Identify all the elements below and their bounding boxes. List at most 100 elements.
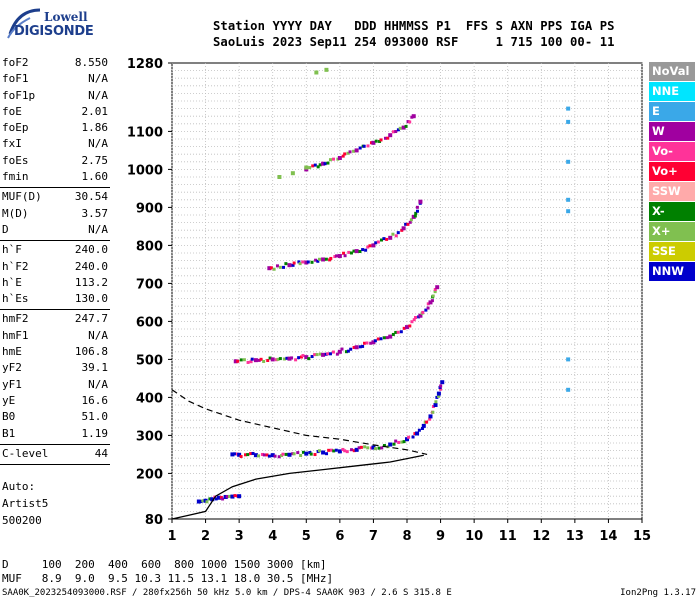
- y-tick-label: 700: [136, 277, 163, 292]
- param-name: foEp: [2, 121, 29, 135]
- muf-row: MUF 8.9 9.0 9.5 10.3 11.5 13.1 18.0 30.5…: [2, 572, 334, 585]
- echo-point: [402, 440, 406, 444]
- echo-point: [242, 358, 246, 362]
- echo-point: [205, 500, 209, 504]
- param-separator: [0, 240, 110, 242]
- y-tick-label: 900: [136, 201, 163, 216]
- param-value: 130.0: [74, 292, 108, 306]
- param-name: D: [2, 222, 9, 236]
- echo-point: [400, 228, 404, 232]
- distance-row: D 100 200 400 600 800 1000 1500 3000 [km…: [2, 558, 327, 571]
- echo-trace: [196, 494, 242, 504]
- echo-point: [349, 251, 353, 255]
- param-row: h`F 240.0: [0, 243, 112, 259]
- echo-point: [433, 403, 438, 407]
- param-name: foE: [2, 104, 22, 118]
- echo-trace: [304, 114, 416, 172]
- echo-point: [219, 495, 223, 499]
- echo-point: [431, 405, 435, 409]
- echo-point: [418, 199, 423, 204]
- y-tick-label: 80: [145, 513, 163, 528]
- echo-point: [309, 452, 313, 456]
- param-row: B0 51.0: [0, 410, 112, 426]
- echo-point: [324, 257, 328, 261]
- echo-point: [237, 452, 242, 457]
- param-value: 30.54: [74, 190, 108, 204]
- echo-point: [348, 150, 352, 154]
- echo-point: [282, 265, 286, 269]
- echo-point: [282, 357, 286, 361]
- param-row: h`Es 130.0: [0, 292, 112, 308]
- param-name: B0: [2, 410, 16, 424]
- echo-point: [267, 454, 271, 458]
- echo-point: [405, 325, 409, 330]
- lowell-digisonde-logo: Lowell DIGISONDE: [4, 4, 114, 44]
- echo-point: [306, 260, 310, 264]
- echo-point: [354, 148, 359, 153]
- echo-point: [415, 431, 420, 436]
- echo-point: [301, 354, 305, 358]
- param-value: 240.0: [74, 243, 108, 257]
- echo-point: [210, 497, 215, 502]
- echo-point: [304, 165, 309, 170]
- echo-point: [380, 446, 384, 450]
- param-row: h`E 113.2: [0, 276, 112, 292]
- echo-point: [352, 149, 356, 153]
- param-row: foEp 1.86: [0, 121, 112, 137]
- y-tick-label: 300: [136, 429, 163, 444]
- echo-point: [310, 355, 314, 359]
- echo-point: [239, 358, 243, 362]
- autoscale-version: 500200: [2, 514, 42, 527]
- echo-point: [413, 214, 417, 218]
- echo-point: [435, 285, 440, 290]
- echo-point: [394, 234, 398, 238]
- echo-trace: [566, 106, 571, 392]
- echo-point: [342, 251, 346, 255]
- param-value: 51.0: [81, 410, 109, 424]
- echo-point: [394, 130, 398, 134]
- param-row: fxI N/A: [0, 137, 112, 153]
- param-value: 8.550: [74, 56, 108, 69]
- param-name: h`F2: [2, 259, 29, 273]
- param-row: h`F2 240.0: [0, 260, 112, 276]
- param-separator: [0, 464, 110, 466]
- echo-point: [251, 451, 255, 455]
- x-tick-label: 7: [369, 529, 378, 544]
- echo-point: [415, 209, 419, 213]
- echo-point: [337, 156, 342, 160]
- param-name: fmin: [2, 170, 29, 184]
- echo-point: [366, 446, 370, 450]
- echo-point: [230, 494, 235, 499]
- param-name: yF1: [2, 377, 22, 391]
- echo-point: [249, 452, 253, 456]
- echo-point: [566, 357, 571, 362]
- echo-point: [233, 452, 237, 456]
- echo-point: [364, 248, 368, 252]
- echo-point: [373, 339, 377, 343]
- scaled-parameters-panel: foF2 8.550 foF1 N/A foF1p N/A foE 2.01 foEp 1.86 f…: [0, 56, 112, 467]
- echo-point: [265, 453, 269, 457]
- echo-point: [408, 324, 412, 328]
- echo-point: [425, 420, 429, 424]
- y-tick-label: 500: [136, 353, 163, 368]
- echo-point: [396, 330, 400, 334]
- y-axis-ticks: 80 200 300 400 500 600 700 800 900 1000 1100 1280: [127, 57, 172, 528]
- param-row: hmF1 N/A: [0, 329, 112, 345]
- echo-point: [313, 453, 317, 457]
- echo-point: [315, 353, 319, 357]
- echo-point: [409, 218, 413, 222]
- echo-point: [566, 119, 571, 124]
- y-tick-label: 600: [136, 315, 163, 330]
- param-row: D N/A: [0, 223, 112, 239]
- echo-point: [274, 358, 278, 362]
- echo-point: [316, 259, 320, 263]
- param-value: 106.8: [74, 345, 108, 359]
- x-tick-label: 2: [201, 529, 210, 544]
- echo-point: [439, 387, 443, 391]
- echo-point: [250, 357, 254, 361]
- echo-point: [301, 450, 305, 454]
- echo-point: [371, 140, 376, 145]
- x-tick-label: 3: [235, 529, 244, 544]
- legend-item: Vo-: [649, 142, 695, 161]
- echo-point: [270, 357, 275, 362]
